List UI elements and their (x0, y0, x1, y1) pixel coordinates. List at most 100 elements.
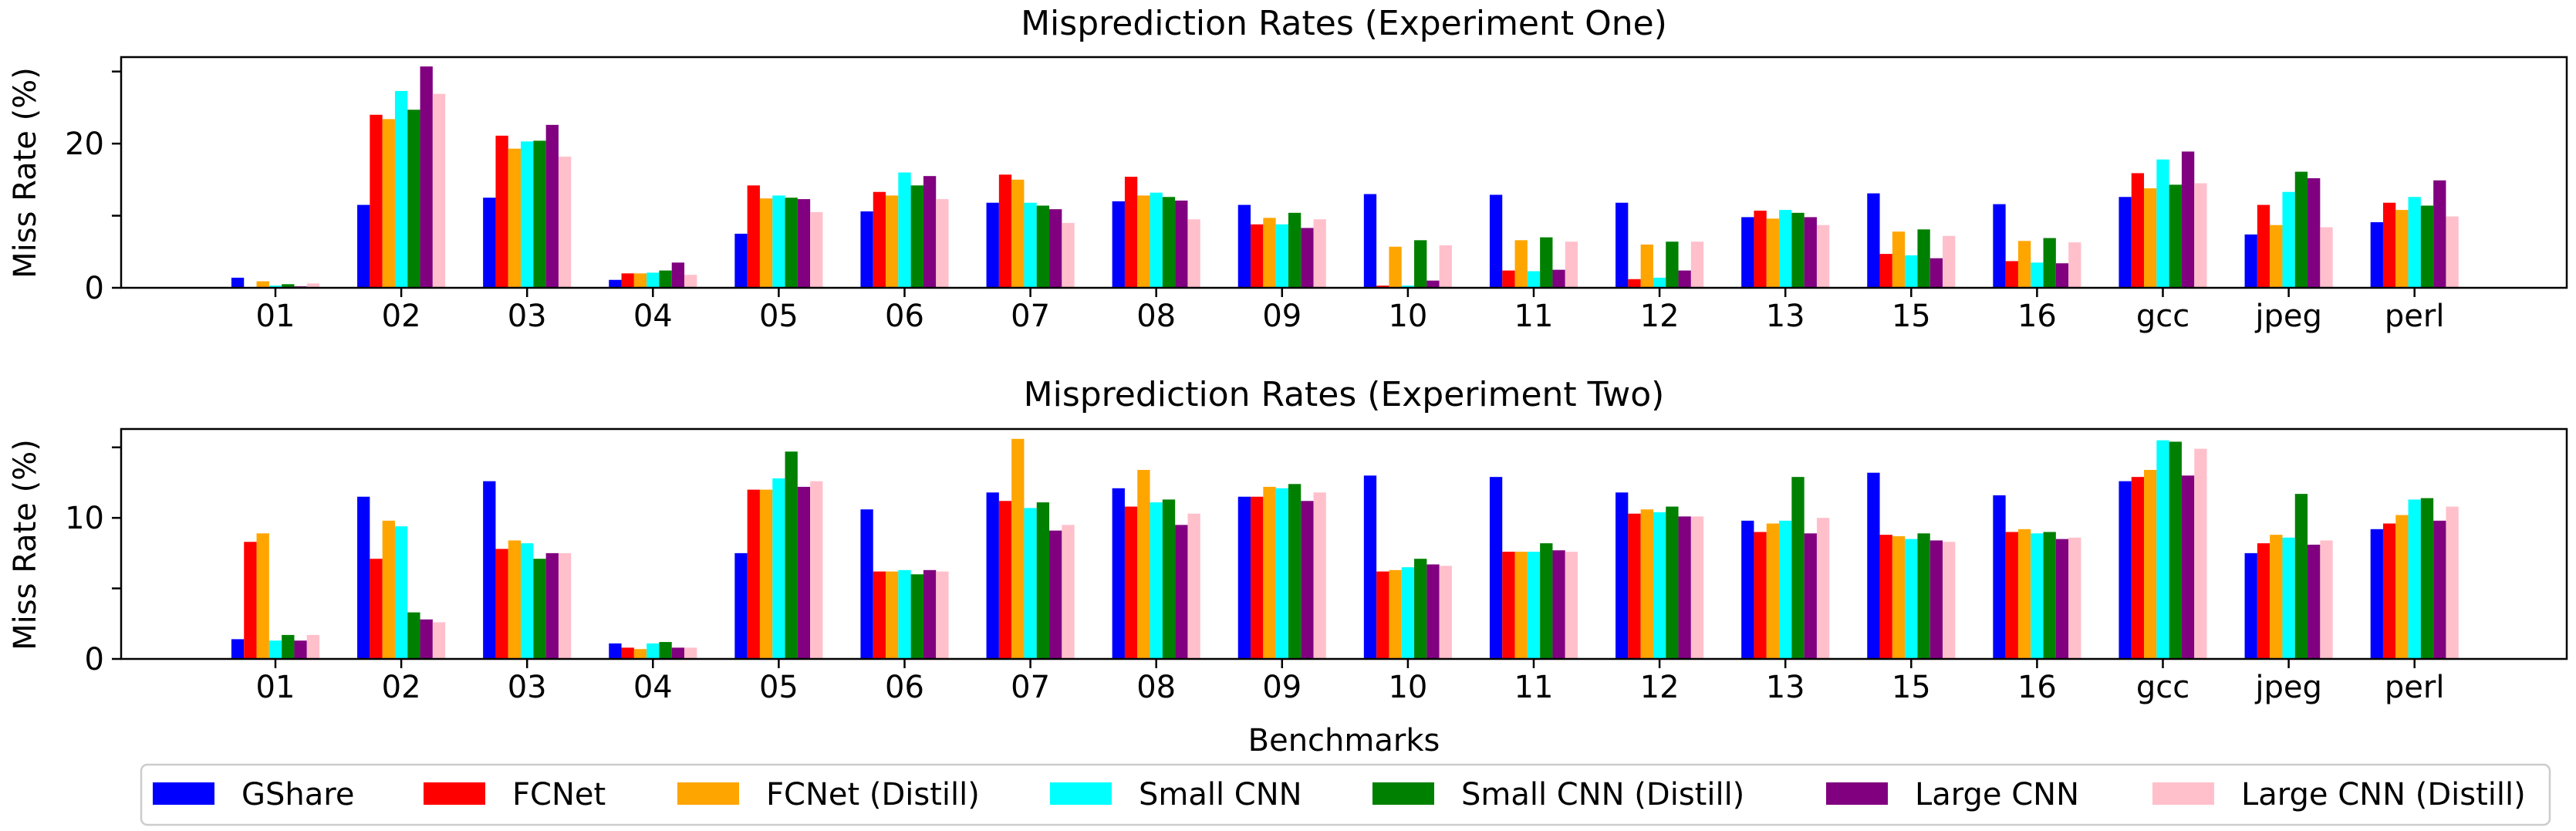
bar (1943, 235, 1956, 288)
bar (1062, 525, 1075, 659)
bar (1791, 212, 1805, 288)
bar (1112, 201, 1125, 288)
x-tick-label: 12 (1640, 670, 1680, 705)
bar (1666, 506, 1679, 659)
x-tick-label: 02 (382, 670, 421, 705)
x-tick-label: 04 (633, 299, 673, 334)
bar (2055, 539, 2069, 659)
bar (2244, 552, 2257, 659)
legend-swatch (1826, 782, 1888, 805)
bar (432, 622, 446, 659)
bar (1263, 218, 1276, 288)
bar (671, 262, 685, 288)
plot-frame (120, 56, 2568, 289)
bar (545, 124, 559, 288)
x-axis-label: Benchmarks (1248, 723, 1440, 758)
bar (1615, 492, 1629, 659)
bar (810, 481, 823, 659)
bar (1275, 488, 1288, 659)
bar (2043, 238, 2056, 288)
bar (1502, 270, 1515, 288)
x-tick-label: 13 (1766, 299, 1805, 334)
bar (2294, 494, 2308, 659)
bar (1175, 525, 1188, 659)
bar (1263, 486, 1276, 659)
bar (1540, 237, 1553, 288)
bar (810, 211, 823, 288)
legend-label: GShare (241, 777, 354, 812)
legend-entry: FCNet (Distill) (677, 777, 980, 812)
bar (609, 279, 622, 288)
bar (2308, 177, 2321, 288)
x-tick-label: 05 (759, 299, 798, 334)
bar (2294, 171, 2308, 288)
bar (1162, 197, 1176, 288)
bar (621, 273, 634, 288)
bar (1162, 499, 1176, 659)
x-tick-label: jpeg (2254, 670, 2322, 705)
bar (1049, 209, 1062, 288)
bar (1389, 246, 1402, 288)
bar (1389, 569, 1402, 659)
bar (231, 639, 245, 659)
bar (1288, 212, 1302, 288)
bar (2169, 441, 2182, 659)
bar (1401, 285, 1415, 288)
x-tick-label: 08 (1136, 670, 1176, 705)
bar (785, 198, 798, 288)
y-tick-label: 0 (85, 271, 104, 306)
bar (659, 642, 672, 659)
bar (545, 552, 559, 659)
bar (2446, 506, 2459, 659)
x-tick-label: 03 (508, 670, 547, 705)
x-tick-label: 07 (1011, 299, 1050, 334)
bar (647, 643, 660, 659)
bar (2119, 197, 2132, 288)
bar (1439, 566, 1452, 659)
bar (533, 559, 546, 659)
bar (1527, 271, 1541, 288)
x-tick-label: 11 (1514, 670, 1554, 705)
legend-entry: GShare (153, 777, 354, 812)
bar (1779, 520, 1792, 659)
bar (860, 211, 873, 288)
bar (1905, 255, 1918, 288)
bar (1917, 533, 1930, 659)
bar (684, 275, 697, 288)
bar (2181, 475, 2195, 659)
bar (1741, 520, 1754, 659)
bar (1653, 277, 1666, 288)
bar (1929, 540, 1943, 659)
bar (1993, 495, 2006, 659)
bar (2005, 261, 2018, 288)
bar (2320, 540, 2333, 659)
bar (2408, 499, 2421, 659)
legend-entry: FCNet (424, 777, 606, 812)
legend: GShare FCNet FCNet (Distill) Small CNN Small… (140, 763, 2551, 826)
bar (936, 571, 949, 659)
bar (1301, 228, 1314, 288)
bar (407, 612, 420, 659)
bar (306, 283, 320, 288)
bar (923, 569, 937, 659)
legend-label: Small CNN (Distill) (1461, 777, 1744, 812)
bar (521, 543, 534, 659)
bar (432, 93, 446, 288)
bar (1552, 550, 1565, 659)
bar (1124, 177, 1138, 288)
bar (1917, 229, 1930, 288)
bar (1929, 258, 1943, 288)
bar (2270, 225, 2283, 288)
bar (647, 272, 660, 288)
bar (2257, 204, 2270, 288)
bar (1124, 506, 1138, 659)
bar (2282, 191, 2295, 288)
x-tick-label: perl (2385, 299, 2445, 334)
bar (1879, 254, 1892, 288)
bar (1137, 195, 1150, 288)
bar (1540, 543, 1553, 659)
bar (1628, 513, 1641, 659)
x-tick-label: jpeg (2254, 299, 2322, 334)
bar (1489, 477, 1503, 659)
bar (1804, 217, 1817, 288)
